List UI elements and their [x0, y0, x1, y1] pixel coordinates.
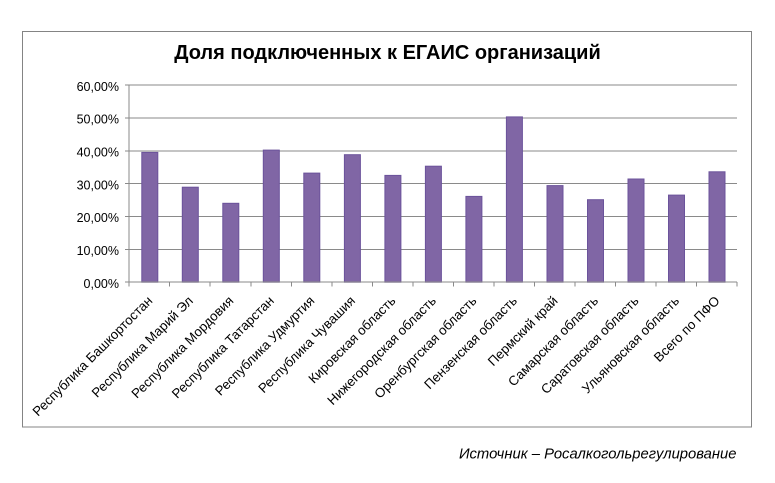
svg-text:Доля подключенных к ЕГАИС орга: Доля подключенных к ЕГАИС организаций	[174, 42, 601, 64]
svg-text:60,00%: 60,00%	[77, 80, 119, 94]
svg-text:0,00%: 0,00%	[84, 277, 119, 291]
svg-text:50,00%: 50,00%	[77, 113, 119, 127]
svg-text:Источник – Росалкогольрегулиро: Источник – Росалкогольрегулирование	[459, 446, 737, 462]
svg-text:20,00%: 20,00%	[77, 211, 119, 225]
svg-text:10,00%: 10,00%	[77, 244, 119, 258]
svg-text:30,00%: 30,00%	[77, 178, 119, 192]
svg-text:40,00%: 40,00%	[77, 146, 119, 160]
